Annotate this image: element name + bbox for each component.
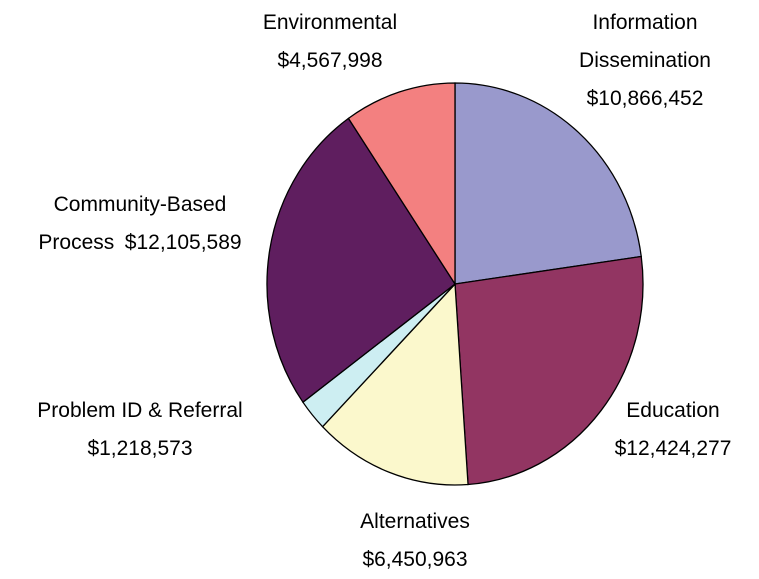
pie-slice — [266, 117, 456, 404]
slice-label: Problem ID & Referral $1,218,573 — [5, 392, 275, 468]
pie-slice — [454, 82, 642, 285]
category-label: Environmental — [262, 11, 398, 34]
category-label: Alternatives — [360, 510, 470, 533]
value-label: $1,218,573 — [87, 437, 193, 460]
value-label: $6,450,963 — [362, 548, 468, 571]
category-label: Problem ID & Referral — [37, 399, 243, 422]
value-label: $4,567,998 — [277, 49, 383, 72]
slice-label: Community-Based Process $12,105,589 — [5, 186, 275, 262]
pie-slice — [347, 82, 456, 287]
category-label: Information Dissemination — [579, 11, 711, 72]
value-label: $12,105,589 — [124, 231, 242, 254]
slice-label: Education $12,424,277 — [573, 392, 759, 468]
value-label: $12,424,277 — [614, 437, 732, 460]
pie-slice — [454, 255, 644, 486]
category-label: Community-Based Process — [38, 193, 227, 254]
slice-label: Information Dissemination $10,866,452 — [555, 4, 735, 118]
slice-label: Environmental $4,567,998 — [220, 4, 440, 80]
pie-slice — [321, 282, 469, 486]
value-label: $10,866,452 — [586, 87, 704, 110]
category-label: Education — [626, 399, 720, 422]
slice-label: Alternatives $6,450,963 — [315, 503, 515, 579]
